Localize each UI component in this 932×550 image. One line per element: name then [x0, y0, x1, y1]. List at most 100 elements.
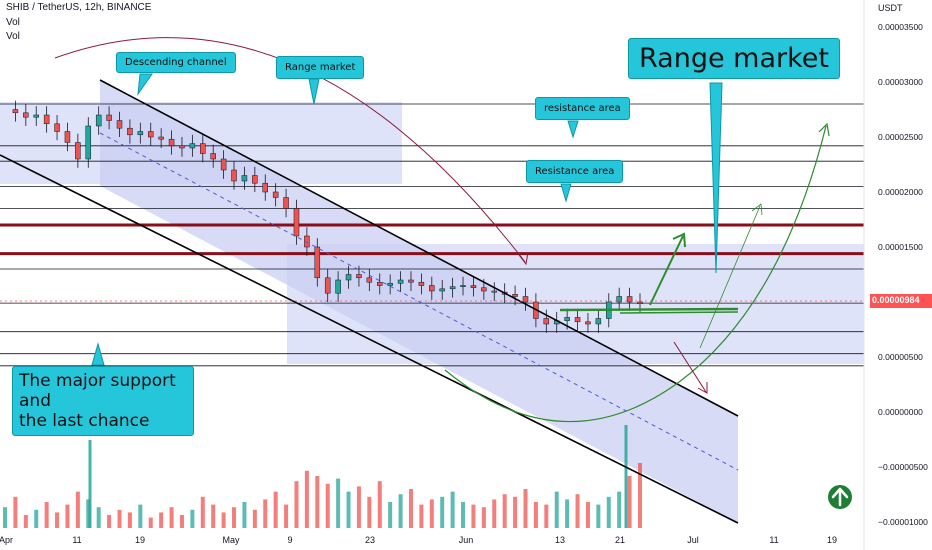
major-support-line-3: the last chance: [19, 411, 150, 431]
volume-bar: [356, 486, 361, 528]
volume-bar: [388, 502, 393, 528]
arc-arrow-head: [518, 251, 529, 266]
volume-bar: [408, 489, 413, 528]
volume-bar: [96, 507, 101, 528]
x-tick-label: 23: [365, 535, 375, 545]
candle-body: [304, 235, 310, 248]
volume-bar: [419, 504, 424, 528]
volume-bar: [585, 502, 590, 528]
candle-body: [522, 296, 529, 303]
candle-body: [543, 318, 550, 325]
price-axis-bg: [864, 0, 932, 550]
candle-body: [179, 145, 185, 149]
candle-body: [626, 296, 633, 303]
volume-bar: [565, 499, 570, 528]
candle-body: [429, 285, 435, 292]
callout-range-market-small: Range market: [276, 56, 365, 79]
volume-bar: [346, 491, 351, 528]
channel-mid-line: [99, 132, 739, 471]
candle-body: [200, 143, 206, 154]
candle-body: [449, 286, 456, 290]
candle-body: [481, 287, 487, 292]
candle-body: [137, 131, 144, 136]
long-arrow-head: [751, 203, 763, 216]
candle-body: [231, 169, 237, 182]
volume-spike: [88, 440, 92, 528]
volume-bar: [554, 491, 559, 528]
symbol-title: SHIB / TetherUS, 12h, BINANCE: [6, 2, 152, 13]
volume-bar: [450, 491, 455, 528]
candle-body: [95, 114, 102, 127]
volume-bar: [169, 507, 174, 528]
volume-bar: [34, 509, 39, 528]
candle-body: [616, 296, 622, 303]
volume-spike: [624, 425, 628, 528]
candle-body: [23, 112, 29, 118]
volume-bar: [471, 504, 476, 528]
candle-body: [491, 290, 498, 293]
candle-body: [397, 279, 404, 284]
candle-body: [220, 158, 227, 171]
volume-bar: [304, 470, 309, 528]
indicator-label-1[interactable]: Vol: [6, 17, 20, 28]
x-tick-label: 21: [615, 535, 625, 545]
volume-bar: [461, 502, 466, 528]
candle-body: [418, 281, 425, 286]
major-support-line-1: The major support: [19, 371, 176, 391]
volume-bar: [429, 499, 434, 528]
candle-body: [585, 321, 591, 325]
callout-pointer-resistance-2: [560, 183, 572, 203]
volume-bar: [315, 476, 320, 528]
volume-bar: [117, 509, 122, 528]
volume-bar: [200, 496, 205, 528]
breakout-arrow-head: [672, 232, 686, 248]
candles: [12, 100, 643, 333]
volume-bar: [284, 504, 289, 528]
volume-bar: [252, 509, 257, 528]
channel-top-line: [99, 79, 739, 417]
candle-body: [366, 277, 373, 283]
candle-body: [335, 279, 341, 294]
x-tick-label: 19: [827, 535, 837, 545]
y-tick-label: −0.00000500: [878, 462, 928, 472]
volume-bar: [23, 515, 28, 528]
x-tick-label: 11: [72, 535, 81, 545]
volume-bar: [86, 499, 91, 528]
indicator-label-2[interactable]: Vol: [6, 31, 20, 42]
volume-bar: [221, 512, 226, 528]
volume-bar: [75, 491, 80, 528]
volume-bar: [377, 481, 382, 528]
candle-body: [168, 138, 175, 147]
candle-body: [85, 125, 92, 160]
candle-body: [293, 208, 300, 237]
last-price-label: 0.00000984: [872, 295, 920, 305]
candle-body: [43, 114, 50, 125]
volume-bar: [606, 496, 611, 528]
candle-body: [272, 191, 279, 198]
volume-bar: [294, 481, 299, 528]
candle-body: [574, 317, 581, 323]
breakout-arrow: [649, 235, 684, 306]
volume-bar: [492, 499, 497, 528]
callout-pointer-resistance-1: [567, 120, 579, 139]
y-tick-label: −0.00001000: [878, 517, 928, 527]
callout-major-support: The major support and the last chance: [12, 366, 194, 436]
volume-bar: [544, 504, 549, 528]
candle-body: [377, 281, 383, 286]
candle-body: [158, 136, 164, 140]
volume-bar: [232, 507, 237, 528]
candle-body: [189, 143, 196, 149]
x-tick-label: 9: [287, 535, 292, 545]
volume-bar: [336, 478, 341, 528]
scroll-to-latest-button[interactable]: [828, 485, 852, 509]
candle-body: [345, 274, 352, 281]
horizontal-levels: [0, 103, 864, 367]
candle-body: [637, 301, 643, 305]
volume-bar: [575, 494, 580, 528]
volume-bar: [3, 507, 7, 528]
candle-body: [408, 279, 414, 283]
support-green-line: [559, 307, 739, 312]
last-price-tag: [870, 294, 932, 308]
volume-bar: [533, 502, 538, 528]
